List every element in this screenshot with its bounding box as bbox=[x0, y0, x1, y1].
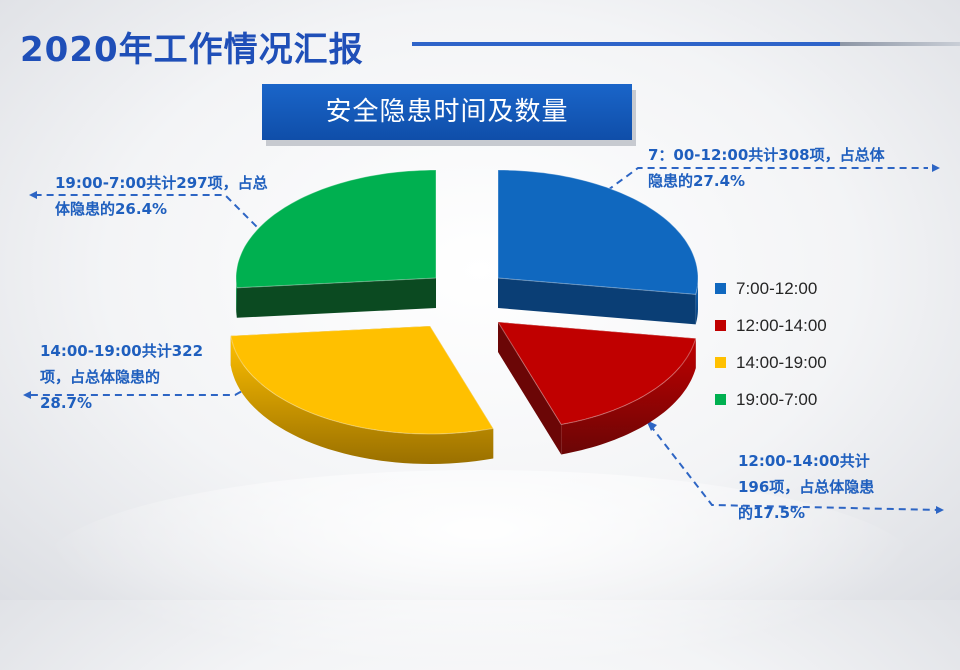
annotation-14-19-line1: 14:00-19:00共计322 bbox=[40, 342, 204, 360]
pie-slice bbox=[497, 321, 697, 426]
chart-title: 安全隐患时间及数量 bbox=[262, 84, 632, 140]
legend-swatch bbox=[715, 283, 726, 294]
pie-slice-wall bbox=[498, 278, 696, 325]
page-title: 2020年工作情况汇报 bbox=[20, 30, 364, 70]
annotation-12-14-line3: 的17.5% bbox=[738, 504, 806, 522]
legend-label: 14:00-19:00 bbox=[736, 352, 827, 372]
pie-slice-side bbox=[236, 278, 237, 318]
pie-slice-wall bbox=[236, 278, 436, 318]
legend-item: 19:00-7:00 bbox=[715, 381, 827, 418]
annotation-19-7: 19:00-7:00共计297项，占总 体隐患的26.4% bbox=[55, 170, 268, 222]
annotation-14-19: 14:00-19:00共计322 项，占总体隐患的 28.7% bbox=[40, 338, 203, 416]
legend-swatch bbox=[715, 394, 726, 405]
pie-chart bbox=[230, 169, 699, 464]
annotation-12-14-line2: 196项，占总体隐患 bbox=[738, 478, 875, 496]
legend-label: 19:00-7:00 bbox=[736, 389, 818, 409]
annotation-12-14: 12:00-14:00共计 196项，占总体隐患 的17.5% bbox=[738, 448, 874, 526]
annotation-19-7-line1: 19:00-7:00共计297项，占总 bbox=[55, 174, 268, 192]
legend: 7:00-12:00 12:00-14:00 14:00-19:00 19:00… bbox=[715, 270, 827, 418]
legend-swatch bbox=[715, 320, 726, 331]
annotation-14-19-line3: 28.7% bbox=[40, 394, 93, 412]
annotation-19-7-line2: 体隐患的26.4% bbox=[55, 200, 168, 218]
pie-slice-side bbox=[695, 278, 698, 325]
legend-item: 12:00-14:00 bbox=[715, 307, 827, 344]
pie-slice bbox=[235, 169, 437, 289]
pie-slice bbox=[230, 325, 495, 435]
annotation-12-14-line1: 12:00-14:00共计 bbox=[738, 452, 870, 470]
title-divider bbox=[412, 42, 840, 46]
title-divider-end bbox=[840, 42, 960, 46]
legend-swatch bbox=[715, 357, 726, 368]
pie-slice-side bbox=[561, 338, 696, 455]
annotation-7-12-line2: 隐患的27.4% bbox=[648, 172, 746, 190]
annotation-14-19-line2: 项，占总体隐患的 bbox=[40, 368, 161, 386]
annotation-7-12-line1: 7：00-12:00共计308项，占总体 bbox=[648, 146, 885, 164]
legend-item: 7:00-12:00 bbox=[715, 270, 827, 307]
pie-slice-wall bbox=[498, 322, 562, 455]
legend-label: 7:00-12:00 bbox=[736, 278, 818, 298]
pie-slice bbox=[497, 169, 699, 295]
legend-item: 14:00-19:00 bbox=[715, 344, 827, 381]
pie-slice-side bbox=[230, 335, 494, 464]
annotation-7-12: 7：00-12:00共计308项，占总体 隐患的27.4% bbox=[648, 142, 885, 194]
legend-label: 12:00-14:00 bbox=[736, 315, 827, 335]
